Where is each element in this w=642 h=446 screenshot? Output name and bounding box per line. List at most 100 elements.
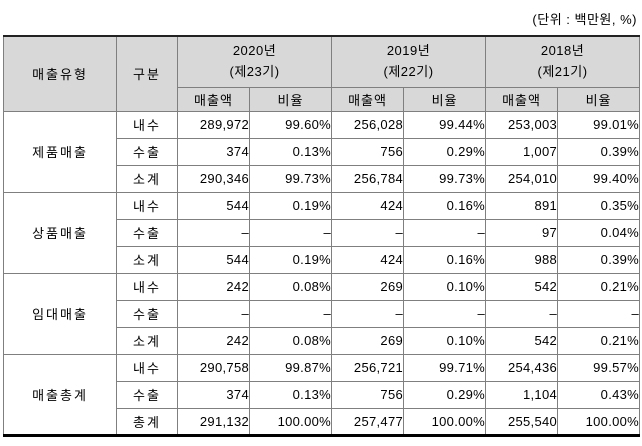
row-label: 수출 <box>116 380 178 409</box>
header-year-2019: 2019년 (제22기) <box>331 35 487 88</box>
table-row: 제품매출 내수 289,972 99.60% 256,028 99.44% 25… <box>3 110 641 193</box>
value-cell: 100.00% <box>557 407 641 436</box>
table-row: 수출 374 0.13% 756 0.29% 1,007 0.39% <box>4 137 641 166</box>
row-label: 내수 <box>116 272 178 301</box>
value-cell: 756 <box>331 137 405 166</box>
value-cell: 99.73% <box>403 164 487 193</box>
period-label: (제21기) <box>537 63 588 79</box>
value-cell: 374 <box>177 380 250 409</box>
value-cell: 0.10% <box>403 326 487 355</box>
group-label-goods-sales: 상품매출 <box>3 191 117 274</box>
table-row: 소계 544 0.19% 424 0.16% 988 0.39% <box>4 245 641 274</box>
table-row: 총계 291,132 100.00% 257,477 100.00% 255,5… <box>4 407 641 436</box>
value-cell: – <box>485 299 559 328</box>
value-cell: 542 <box>485 272 559 301</box>
value-cell: 0.16% <box>403 191 487 220</box>
row-label: 수출 <box>116 137 178 166</box>
value-cell: 254,010 <box>485 164 559 193</box>
table-row: 상품매출 내수 544 0.19% 424 0.16% 891 0.35% <box>3 191 641 274</box>
value-cell: – <box>331 299 405 328</box>
value-cell: 0.13% <box>248 137 333 166</box>
table-row: 소계 242 0.08% 269 0.10% 542 0.21% <box>4 326 641 355</box>
value-cell: 253,003 <box>485 110 559 139</box>
value-cell: 374 <box>177 137 250 166</box>
header-sales-type: 매출유형 <box>3 35 117 112</box>
group-label-total-sales: 매출총계 <box>3 353 117 436</box>
row-label: 수출 <box>116 299 178 328</box>
row-label: 소계 <box>116 245 178 274</box>
header-amount-2019: 매출액 <box>331 86 405 112</box>
header-year-2018: 2018년 (제21기) <box>485 35 641 88</box>
row-label: 수출 <box>116 218 178 247</box>
value-cell: – <box>403 218 487 247</box>
group-label-rental-sales: 임대매출 <box>3 272 117 355</box>
header-division: 구분 <box>116 35 178 112</box>
value-cell: 891 <box>485 191 559 220</box>
year-label: 2020년 <box>232 42 277 58</box>
header-ratio-2020: 비율 <box>248 86 333 112</box>
value-cell: 0.21% <box>557 326 641 355</box>
value-cell: 257,477 <box>331 407 405 436</box>
row-label: 소계 <box>116 164 178 193</box>
table-row: 수출 374 0.13% 756 0.29% 1,104 0.43% <box>4 380 641 409</box>
value-cell: 269 <box>331 326 405 355</box>
value-cell: 0.29% <box>403 380 487 409</box>
value-cell: 0.29% <box>403 137 487 166</box>
group-label-product-sales: 제품매출 <box>3 110 117 193</box>
value-cell: 99.60% <box>248 110 333 139</box>
table-row: 수출 – – – – – – <box>4 299 641 328</box>
value-cell: 290,346 <box>177 164 250 193</box>
value-cell: 291,132 <box>177 407 250 436</box>
header-year-2020: 2020년 (제23기) <box>176 35 333 88</box>
table-header: 매출유형 구분 2020년 (제23기) 2019년 (제22기) 2018년 … <box>3 35 641 112</box>
value-cell: 544 <box>177 245 250 274</box>
value-cell: 0.35% <box>557 191 641 220</box>
table-row: 소계 290,346 99.73% 256,784 99.73% 254,010… <box>4 164 641 193</box>
value-cell: – <box>331 218 405 247</box>
table-row: 매출총계 내수 290,758 99.87% 256,721 99.71% 25… <box>3 353 641 436</box>
value-cell: 0.39% <box>557 137 641 166</box>
row-label: 내수 <box>116 353 178 382</box>
table-row: 임대매출 내수 242 0.08% 269 0.10% 542 0.21% <box>3 272 641 355</box>
header-amount-2018: 매출액 <box>485 86 559 112</box>
value-cell: 0.13% <box>248 380 333 409</box>
year-label: 2018년 <box>540 42 585 58</box>
value-cell: – <box>248 218 333 247</box>
row-label: 총계 <box>116 407 178 436</box>
value-cell: 0.21% <box>557 272 641 301</box>
period-label: (제22기) <box>383 63 434 79</box>
value-cell: 256,784 <box>331 164 405 193</box>
value-cell: 0.08% <box>248 272 333 301</box>
header-ratio-2019: 비율 <box>403 86 487 112</box>
value-cell: 99.01% <box>557 110 641 139</box>
value-cell: 255,540 <box>485 407 559 436</box>
value-cell: – <box>557 299 641 328</box>
value-cell: 99.44% <box>403 110 487 139</box>
value-cell: – <box>248 299 333 328</box>
value-cell: 424 <box>331 245 405 274</box>
value-cell: 254,436 <box>485 353 559 382</box>
table-body: 제품매출 내수 289,972 99.60% 256,028 99.44% 25… <box>3 110 641 436</box>
year-label: 2019년 <box>386 42 431 58</box>
value-cell: 0.04% <box>557 218 641 247</box>
value-cell: 99.87% <box>248 353 333 382</box>
value-cell: 99.73% <box>248 164 333 193</box>
value-cell: 0.10% <box>403 272 487 301</box>
value-cell: 99.71% <box>403 353 487 382</box>
value-cell: 289,972 <box>177 110 250 139</box>
value-cell: 0.16% <box>403 245 487 274</box>
value-cell: 542 <box>485 326 559 355</box>
row-label: 내수 <box>116 110 178 139</box>
value-cell: 99.40% <box>557 164 641 193</box>
value-cell: 424 <box>331 191 405 220</box>
value-cell: – <box>177 218 250 247</box>
value-cell: 290,758 <box>177 353 250 382</box>
header-ratio-2018: 비율 <box>557 86 641 112</box>
value-cell: 0.43% <box>557 380 641 409</box>
value-cell: 100.00% <box>403 407 487 436</box>
header-amount-2020: 매출액 <box>177 86 250 112</box>
value-cell: 100.00% <box>248 407 333 436</box>
value-cell: 97 <box>485 218 559 247</box>
value-cell: 1,007 <box>485 137 559 166</box>
value-cell: 0.19% <box>248 191 333 220</box>
